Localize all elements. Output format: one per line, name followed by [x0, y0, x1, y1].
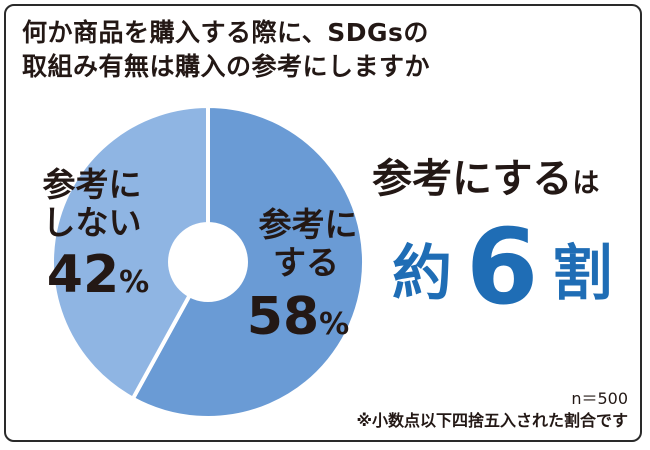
big-callout: 約 6 割 — [392, 212, 612, 322]
slice-value-label: 58% — [247, 287, 349, 347]
title-line-2: 取組み有無は購入の参考にしますか — [22, 52, 431, 81]
slice-label-line: する — [273, 243, 339, 282]
slice-value-label: 42% — [47, 245, 149, 305]
slice-value-unit: % — [119, 265, 149, 300]
pie-slice-1 — [50, 103, 210, 402]
headline-particle: は — [572, 168, 600, 199]
slice-label-line: 参考に — [43, 165, 142, 204]
chart-title: 何か商品を購入する際に、SDGsの 取組み有無は購入の参考にしますか — [22, 16, 430, 84]
sample-size-note: n＝500 — [571, 389, 628, 408]
headline: 参考にするは — [372, 146, 599, 204]
slice-value-number: 58 — [247, 287, 319, 347]
donut-hole — [168, 222, 248, 302]
slice-value-number: 42 — [47, 245, 119, 305]
pie-slice-0 — [130, 103, 366, 420]
slice-value-unit: % — [319, 307, 349, 342]
slice-label-line: 参考に — [259, 205, 358, 244]
title-line-1: 何か商品を購入する際に、SDGsの — [22, 18, 429, 47]
slice-label-line: しない — [43, 203, 142, 242]
big-number: 6 — [466, 206, 539, 328]
big-suffix: 割 — [552, 239, 613, 309]
big-prefix: 約 — [392, 239, 452, 309]
headline-main: 参考にする — [372, 156, 573, 202]
rounding-note: ※小数点以下四捨五入された割合です — [356, 411, 628, 430]
